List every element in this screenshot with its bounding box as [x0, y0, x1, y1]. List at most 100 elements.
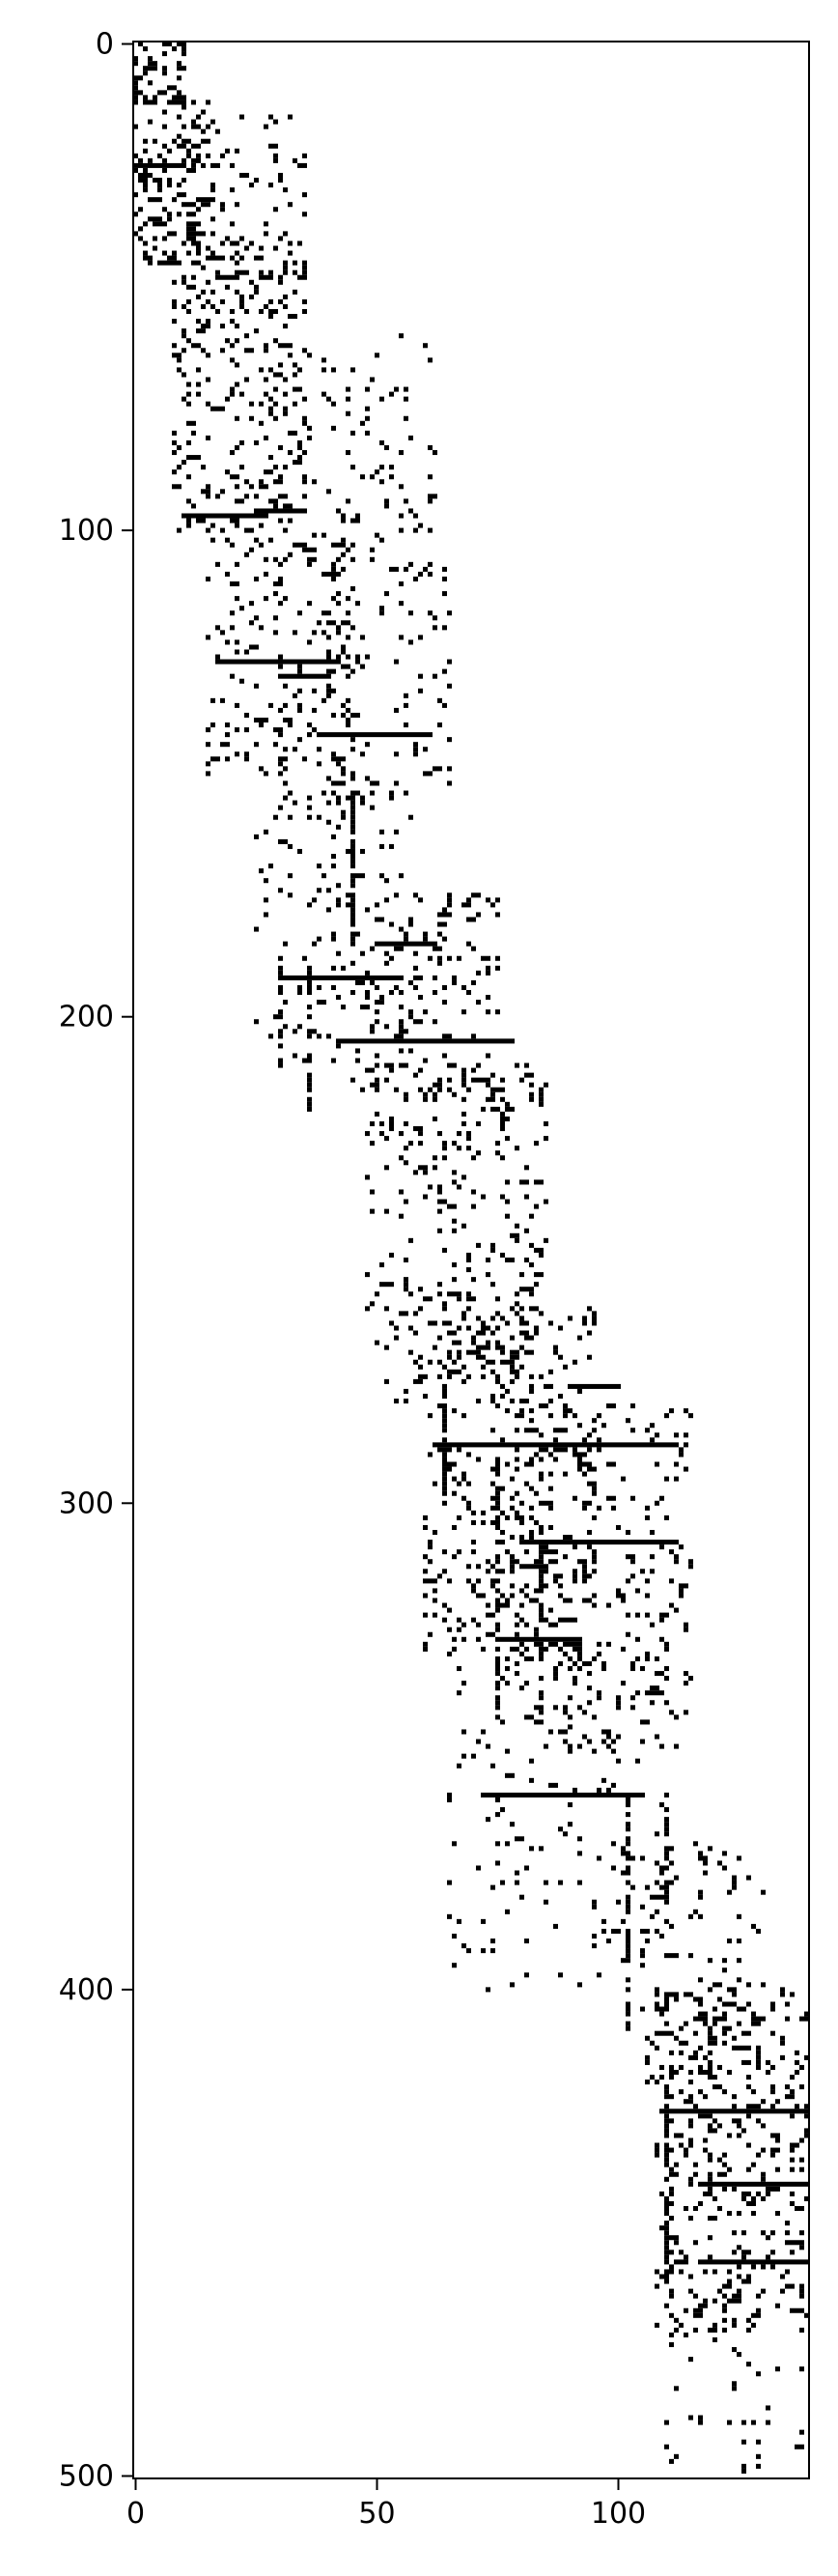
nonzero-cell	[225, 148, 230, 154]
nonzero-cell	[162, 250, 167, 256]
nonzero-cell	[235, 518, 239, 524]
nonzero-cell	[741, 2109, 746, 2114]
nonzero-cell	[206, 279, 210, 285]
nonzero-cell	[505, 1359, 510, 1365]
nonzero-cell	[732, 2322, 737, 2328]
nonzero-cell	[770, 2259, 775, 2265]
nonzero-cell	[703, 2016, 708, 2022]
nonzero-cell	[544, 1237, 548, 1243]
nonzero-cell	[457, 1146, 461, 1151]
nonzero-cell	[331, 834, 336, 839]
nonzero-cell	[177, 260, 182, 266]
nonzero-cell	[196, 221, 201, 227]
nonzero-cell	[558, 1325, 563, 1331]
nonzero-cell	[326, 776, 331, 781]
nonzero-cell	[659, 2006, 664, 2012]
nonzero-cell	[423, 1038, 428, 1044]
nonzero-cell	[712, 2195, 717, 2201]
nonzero-cell	[732, 2381, 737, 2387]
nonzero-cell	[544, 1880, 548, 1885]
nonzero-cell	[399, 1024, 404, 1030]
nonzero-cell	[326, 693, 331, 698]
nonzero-cell	[626, 1880, 630, 1885]
nonzero-cell	[698, 2016, 703, 2022]
nonzero-cell	[630, 1884, 635, 1890]
nonzero-cell	[804, 2312, 809, 2318]
nonzero-cell	[346, 664, 350, 669]
nonzero-cell	[143, 95, 148, 100]
nonzero-cell	[703, 2259, 708, 2265]
nonzero-cell	[573, 1681, 577, 1686]
nonzero-cell	[481, 1354, 486, 1360]
nonzero-cell	[365, 1038, 370, 1044]
nonzero-cell	[370, 556, 375, 562]
nonzero-cell	[321, 391, 326, 397]
nonzero-cell	[630, 1540, 635, 1545]
nonzero-cell	[341, 513, 346, 519]
nonzero-cell	[350, 917, 355, 922]
nonzero-cell	[138, 172, 143, 179]
nonzero-cell	[645, 1651, 650, 1656]
nonzero-cell	[577, 1656, 582, 1661]
nonzero-cell	[761, 2171, 766, 2177]
nonzero-cell	[544, 1500, 548, 1506]
nonzero-cell	[471, 917, 476, 922]
nonzero-cell	[186, 420, 191, 426]
nonzero-cell	[505, 1442, 510, 1448]
nonzero-cell	[703, 2021, 708, 2026]
nonzero-cell	[688, 2142, 693, 2148]
nonzero-cell	[799, 2137, 804, 2143]
nonzero-cell	[167, 216, 172, 222]
nonzero-cell	[413, 1378, 418, 1384]
nonzero-cell	[698, 2011, 703, 2017]
nonzero-cell	[384, 941, 389, 947]
nonzero-cell	[346, 596, 350, 602]
nonzero-cell	[394, 892, 399, 898]
nonzero-cell	[350, 732, 355, 738]
nonzero-cell	[360, 800, 365, 806]
nonzero-cell	[182, 333, 186, 339]
nonzero-cell	[679, 1583, 684, 1589]
nonzero-cell	[293, 659, 297, 665]
nonzero-cell	[495, 1656, 500, 1661]
nonzero-cell	[302, 494, 307, 499]
nonzero-cell	[601, 1442, 606, 1448]
nonzero-cell	[751, 2162, 756, 2167]
nonzero-cell	[288, 343, 293, 349]
nonzero-cell	[457, 1354, 461, 1360]
nonzero-cell	[597, 1413, 601, 1419]
nonzero-cell	[461, 1038, 466, 1044]
nonzero-cell	[558, 1573, 563, 1579]
nonzero-cell	[346, 635, 350, 640]
nonzero-cell	[447, 1466, 452, 1472]
nonzero-cell	[626, 1904, 630, 1910]
nonzero-cell	[500, 1077, 505, 1083]
nonzero-cell	[746, 2142, 751, 2148]
nonzero-cell	[307, 970, 312, 976]
nonzero-cell	[606, 1540, 611, 1545]
nonzero-cell	[341, 732, 346, 738]
nonzero-cell	[582, 1578, 587, 1584]
nonzero-cell	[669, 1540, 674, 1545]
nonzero-cell	[659, 1544, 664, 1550]
nonzero-cell	[341, 518, 346, 524]
nonzero-cell	[510, 1369, 515, 1374]
nonzero-cell	[495, 1340, 500, 1345]
nonzero-cell	[239, 465, 244, 470]
nonzero-cell	[495, 1009, 500, 1015]
nonzero-cell	[225, 338, 230, 344]
nonzero-cell	[664, 1612, 669, 1618]
nonzero-cell	[389, 941, 394, 947]
nonzero-cell	[664, 2230, 669, 2236]
nonzero-cell	[524, 1349, 529, 1355]
nonzero-cell	[558, 1442, 563, 1448]
nonzero-cell	[519, 1179, 524, 1185]
nonzero-cell	[457, 1514, 461, 1520]
nonzero-cell	[375, 1077, 379, 1083]
nonzero-cell	[442, 1428, 447, 1433]
nonzero-cell	[703, 2303, 708, 2308]
nonzero-cell	[408, 1048, 413, 1054]
nonzero-cell	[640, 1739, 645, 1744]
nonzero-cell	[331, 854, 336, 860]
nonzero-cell	[524, 1564, 529, 1570]
